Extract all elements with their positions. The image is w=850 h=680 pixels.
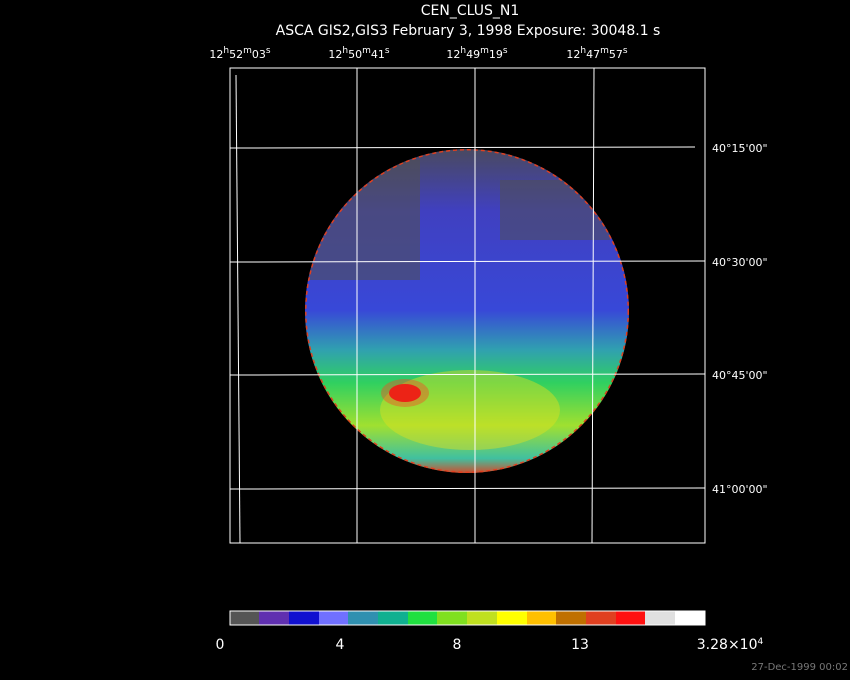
ra-label-part: s bbox=[503, 46, 508, 56]
ra-label-part: m bbox=[480, 46, 489, 56]
coordinate-grid bbox=[229, 67, 706, 544]
colorbar-label: 13 bbox=[571, 637, 589, 653]
ra-label-part: 12 bbox=[209, 48, 223, 61]
dec-label: 40°30'00" bbox=[712, 256, 768, 269]
xray-image bbox=[305, 149, 629, 473]
title: CEN_CLUS_N1 bbox=[421, 3, 520, 19]
ra-label-part: h bbox=[223, 46, 229, 56]
ra-label-part: 12 bbox=[328, 48, 342, 61]
colorbar-label: 0 bbox=[216, 637, 225, 653]
colorbar-label-part: 4 bbox=[757, 637, 763, 647]
dec-label: 40°45'00" bbox=[712, 369, 768, 382]
dec-label: 40°15'00" bbox=[712, 142, 768, 155]
colorbar-label-part: 8 bbox=[453, 637, 462, 653]
colorbar-label: 3.28×104 bbox=[697, 637, 764, 653]
ra-label-part: h bbox=[460, 46, 466, 56]
ra-label-part: s bbox=[385, 46, 390, 56]
colorbar-label-part: 4 bbox=[336, 637, 345, 653]
colorbar-label: 4 bbox=[336, 637, 345, 653]
ra-label-part: h bbox=[342, 46, 348, 56]
ra-label-part: 49 bbox=[466, 48, 480, 61]
ra-label-part: s bbox=[623, 46, 628, 56]
ra-label-part: m bbox=[600, 46, 609, 56]
ra-label-part: 12 bbox=[566, 48, 580, 61]
ra-label: 12h49m19s bbox=[446, 46, 508, 61]
ra-label-part: 57 bbox=[609, 48, 623, 61]
ra-label-part: 19 bbox=[489, 48, 503, 61]
ra-label-part: 03 bbox=[252, 48, 266, 61]
ra-label-part: s bbox=[266, 46, 271, 56]
ra-label: 12h47m57s bbox=[566, 46, 628, 61]
colorbar-label: 8 bbox=[453, 637, 462, 653]
ra-label-part: m bbox=[243, 46, 252, 56]
footer-date: 27-Dec-1999 00:02 bbox=[751, 662, 848, 673]
ra-label-part: 52 bbox=[229, 48, 243, 61]
ra-label: 12h50m41s bbox=[328, 46, 390, 61]
ra-label-part: m bbox=[362, 46, 371, 56]
ra-label-part: 50 bbox=[348, 48, 362, 61]
ra-label-part: 47 bbox=[586, 48, 600, 61]
colorbar bbox=[229, 610, 706, 626]
ra-label-part: 41 bbox=[371, 48, 385, 61]
dec-label: 41°00'00" bbox=[712, 483, 768, 496]
colorbar-label-part: 0 bbox=[216, 637, 225, 653]
colorbar-label-part: 3.28×10 bbox=[697, 637, 758, 653]
subtitle: ASCA GIS2,GIS3 February 3, 1998 Exposure… bbox=[276, 23, 661, 39]
colorbar-label-part: 13 bbox=[571, 637, 589, 653]
ra-label-part: 12 bbox=[446, 48, 460, 61]
ra-label-part: h bbox=[580, 46, 586, 56]
ra-label: 12h52m03s bbox=[209, 46, 271, 61]
